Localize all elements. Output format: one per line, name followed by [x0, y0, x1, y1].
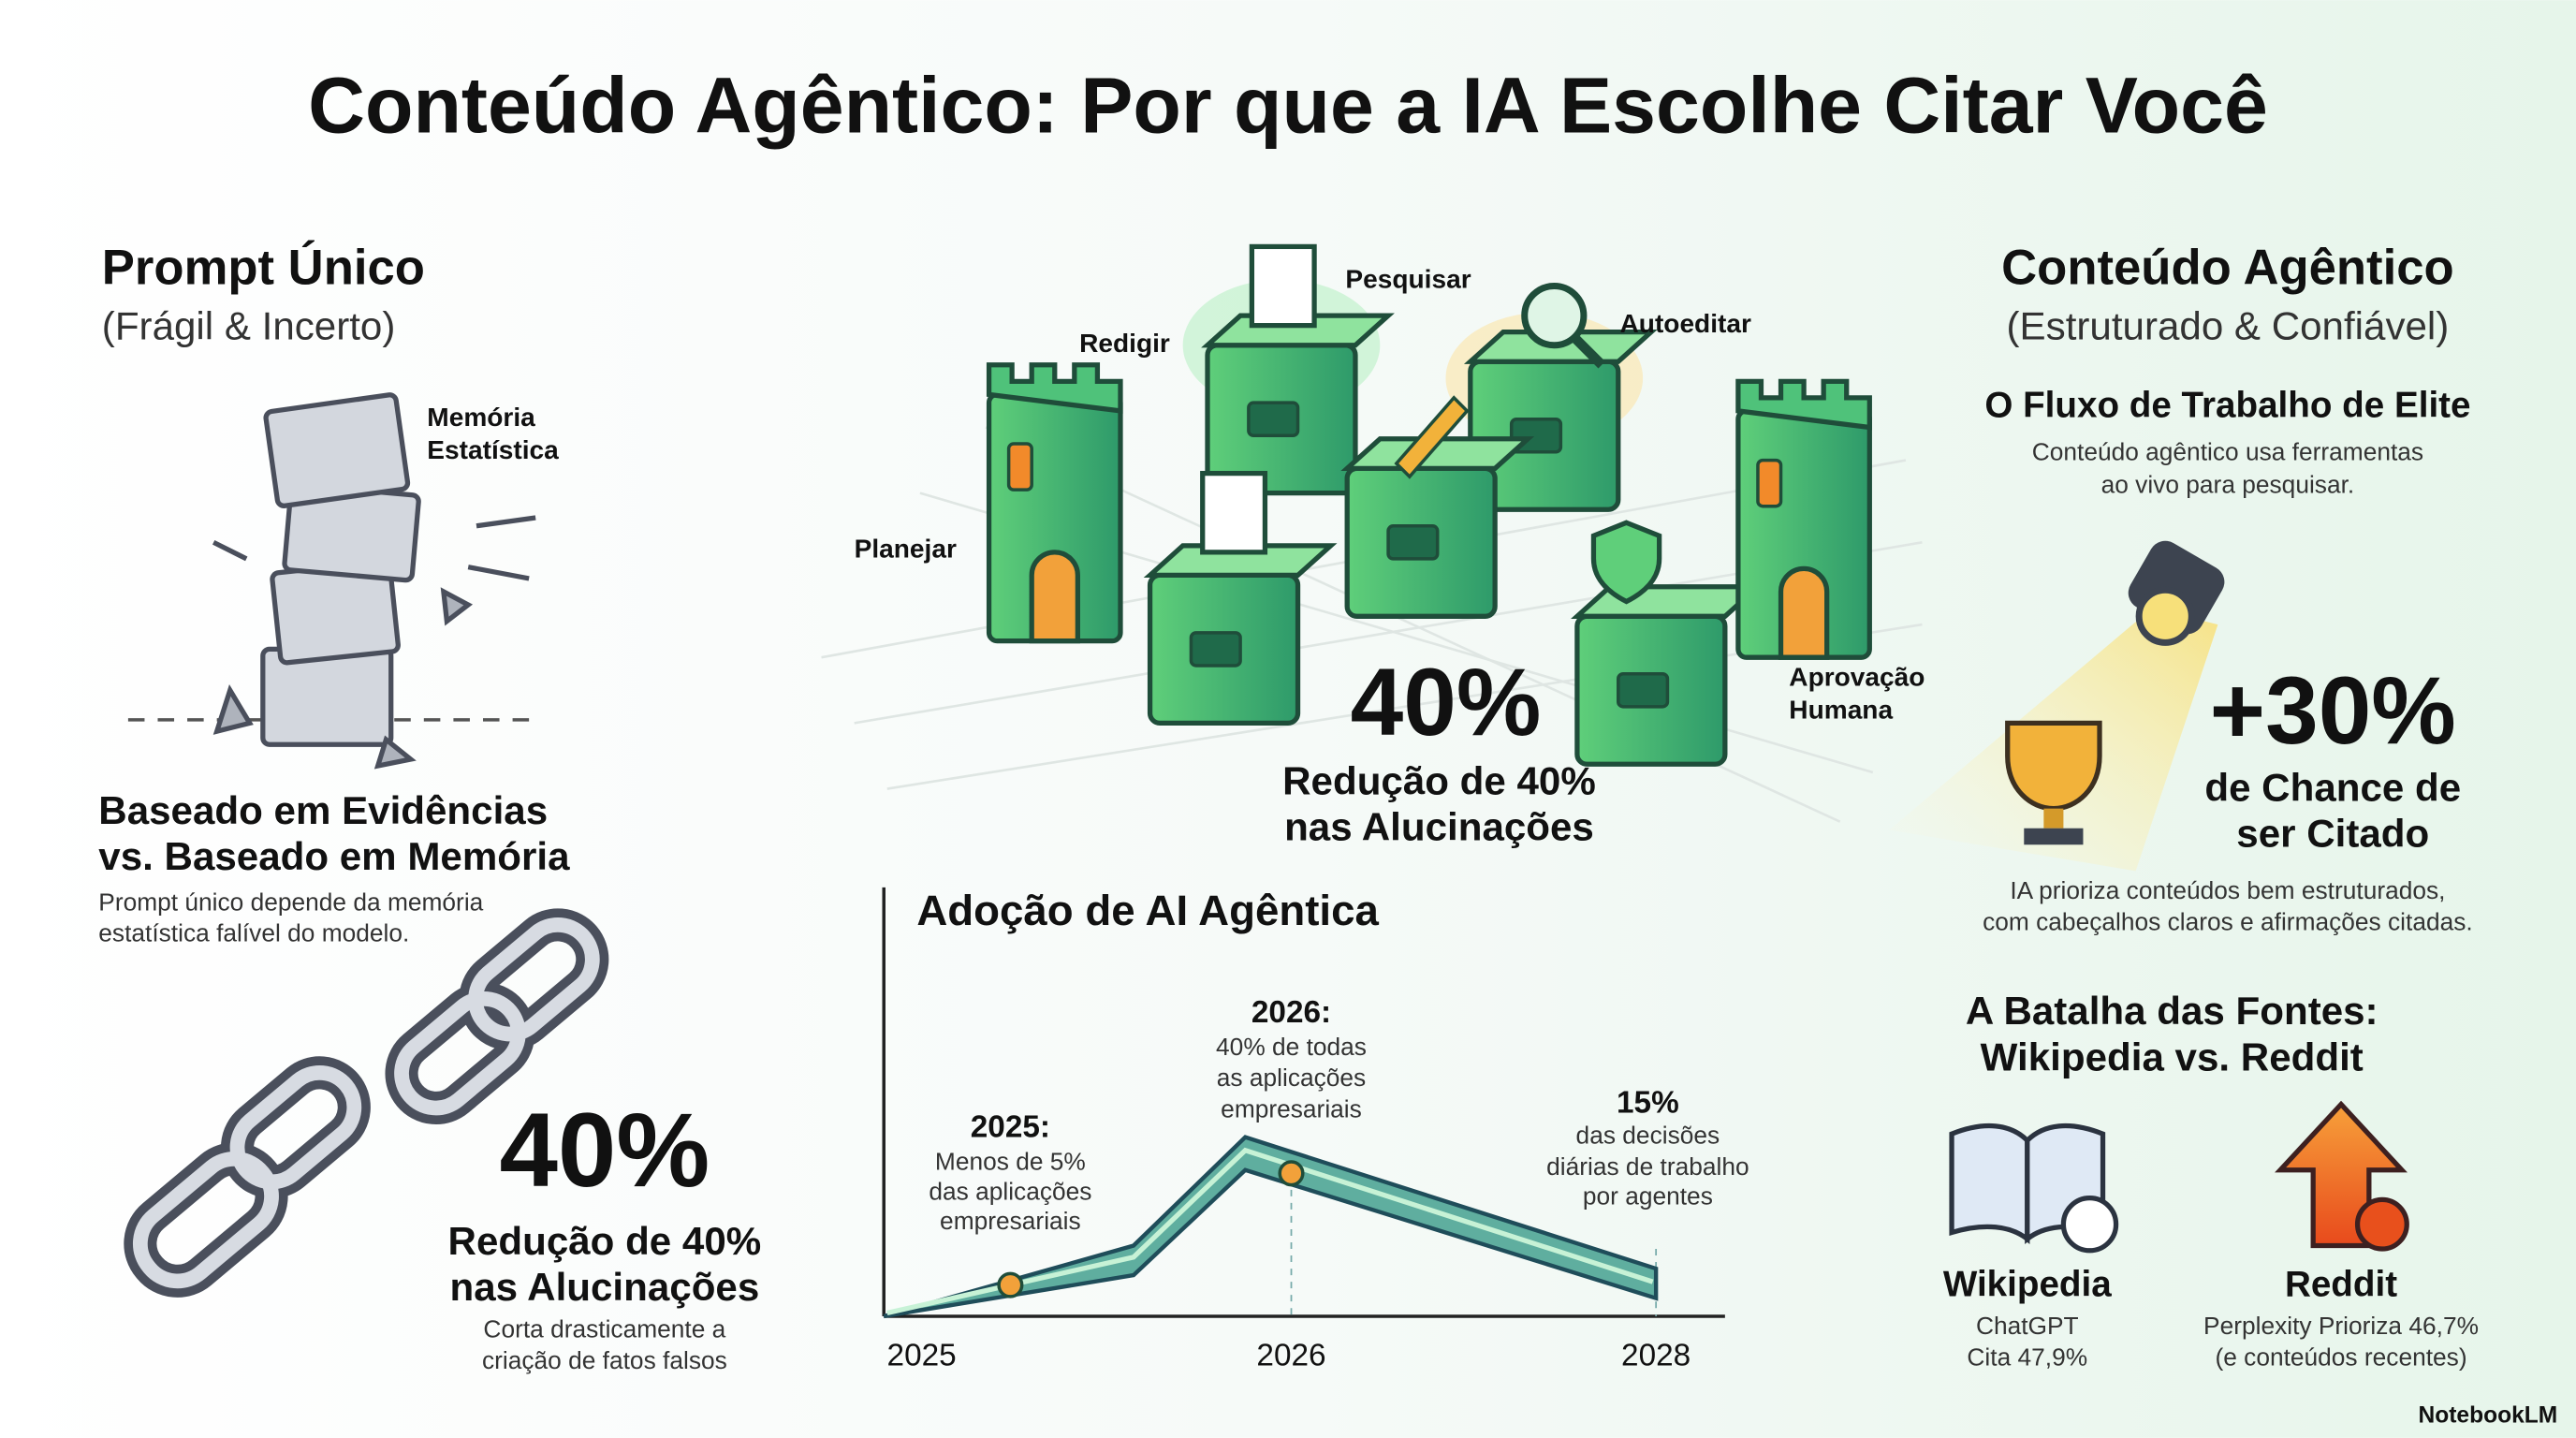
adoption-chart: Adoção de AI Agêntica 2025 2026 2028 202…: [882, 887, 1749, 1373]
source-text: Perplexity Prioriza 46,7%: [2203, 1312, 2479, 1340]
annotation-text: Menos de 5%: [935, 1148, 1086, 1176]
x-label: 2026: [1256, 1339, 1325, 1373]
workflow-step: Humana: [1789, 696, 1893, 725]
annotation-heading: 2025:: [971, 1110, 1050, 1145]
stat-value: 40%: [499, 1091, 710, 1209]
spotlight-trophy-illustration: [1889, 540, 2225, 872]
workflow-illustration: [821, 243, 1923, 823]
workflow-title: O Fluxo de Trabalho de Elite: [1984, 386, 2470, 426]
stat-label: Redução de 40%: [1282, 758, 1596, 802]
annotation-heading: 2026:: [1251, 995, 1331, 1030]
stat-label: ser Citado: [2236, 812, 2429, 856]
right-heading: Conteúdo Agêntico: [2001, 241, 2453, 296]
annotation-text: empresariais: [940, 1207, 1081, 1235]
stat-text: Corta drasticamente a: [483, 1315, 725, 1343]
section-text: estatística falível do modelo.: [98, 919, 409, 947]
chart-title: Adoção de AI Agêntica: [916, 887, 1379, 934]
source-name: Reddit: [2285, 1265, 2397, 1305]
stat-label: Redução de 40%: [448, 1219, 762, 1263]
stat-text: criação de fatos falsos: [482, 1346, 727, 1374]
annotation-text: as aplicações: [1217, 1064, 1366, 1092]
workflow-text: ao vivo para pesquisar.: [2101, 471, 2355, 499]
annotation-text: das aplicações: [929, 1177, 1091, 1205]
source-text: Cita 47,9%: [1967, 1343, 2087, 1372]
arrow-icon: [2275, 1100, 2409, 1252]
left-column: Prompt Único (Frágil & Incerto) Memória …: [98, 241, 761, 1374]
annotation-text: empresariais: [1221, 1095, 1362, 1123]
footer-brand: NotebookLM: [2419, 1403, 2558, 1429]
workflow-step: Autoeditar: [1620, 309, 1751, 338]
source-name: Wikipedia: [1943, 1265, 2112, 1305]
x-label: 2025: [887, 1339, 957, 1373]
stat-value: +30%: [2210, 657, 2456, 764]
workflow-text: Conteúdo agêntico usa ferramentas: [2032, 438, 2423, 466]
stat-text: IA prioriza conteúdos bem estruturados,: [2010, 876, 2445, 904]
annotation-text: 40% de todas: [1216, 1033, 1367, 1061]
left-subheading: (Frágil & Incerto): [102, 303, 396, 347]
section-text: Prompt único depende da memória: [98, 888, 483, 916]
annotation-text: das decisões: [1576, 1122, 1720, 1150]
battle-title: A Batalha das Fontes:: [1966, 989, 2378, 1033]
annotation-text: por agentes: [1583, 1182, 1713, 1211]
cube-stack-illustration: [127, 392, 536, 770]
source-text: ChatGPT: [1976, 1312, 2079, 1340]
right-subheading: (Estruturado & Confiável): [2007, 303, 2450, 347]
milestone-dot: [1278, 1160, 1305, 1187]
section-title: Baseado em Evidências: [98, 788, 548, 832]
page-title: Conteúdo Agêntico: Por que a IA Escolhe …: [308, 62, 2268, 150]
x-label: 2028: [1621, 1339, 1690, 1373]
milestone-dot: [997, 1271, 1024, 1299]
book-icon: [1949, 1123, 2119, 1254]
annotation-heading: 15%: [1617, 1085, 1679, 1120]
section-title: vs. Baseado em Memória: [98, 834, 570, 878]
left-heading: Prompt Único: [102, 241, 425, 296]
stat-value: 40%: [1351, 649, 1542, 756]
source-text: (e conteúdos recentes): [2215, 1343, 2466, 1372]
workflow-step: Planejar: [855, 535, 957, 564]
right-column: Conteúdo Agêntico (Estruturado & Confiáv…: [1889, 241, 2479, 1372]
stat-label: nas Alucinações: [449, 1265, 759, 1309]
stat-label: de Chance de: [2204, 765, 2461, 809]
illustration-label: Estatística: [427, 435, 559, 464]
workflow-step: Pesquisar: [1345, 265, 1471, 294]
illustration-label: Memória: [427, 403, 535, 432]
workflow-step: Redigir: [1079, 329, 1170, 358]
workflow-step: Aprovação: [1789, 662, 1925, 691]
stat-label: nas Alucinações: [1284, 805, 1594, 849]
stat-text: com cabeçalhos claros e afirmações citad…: [1983, 907, 2473, 935]
annotation-text: diárias de trabalho: [1546, 1152, 1749, 1181]
battle-title: Wikipedia vs. Reddit: [1981, 1034, 2364, 1078]
